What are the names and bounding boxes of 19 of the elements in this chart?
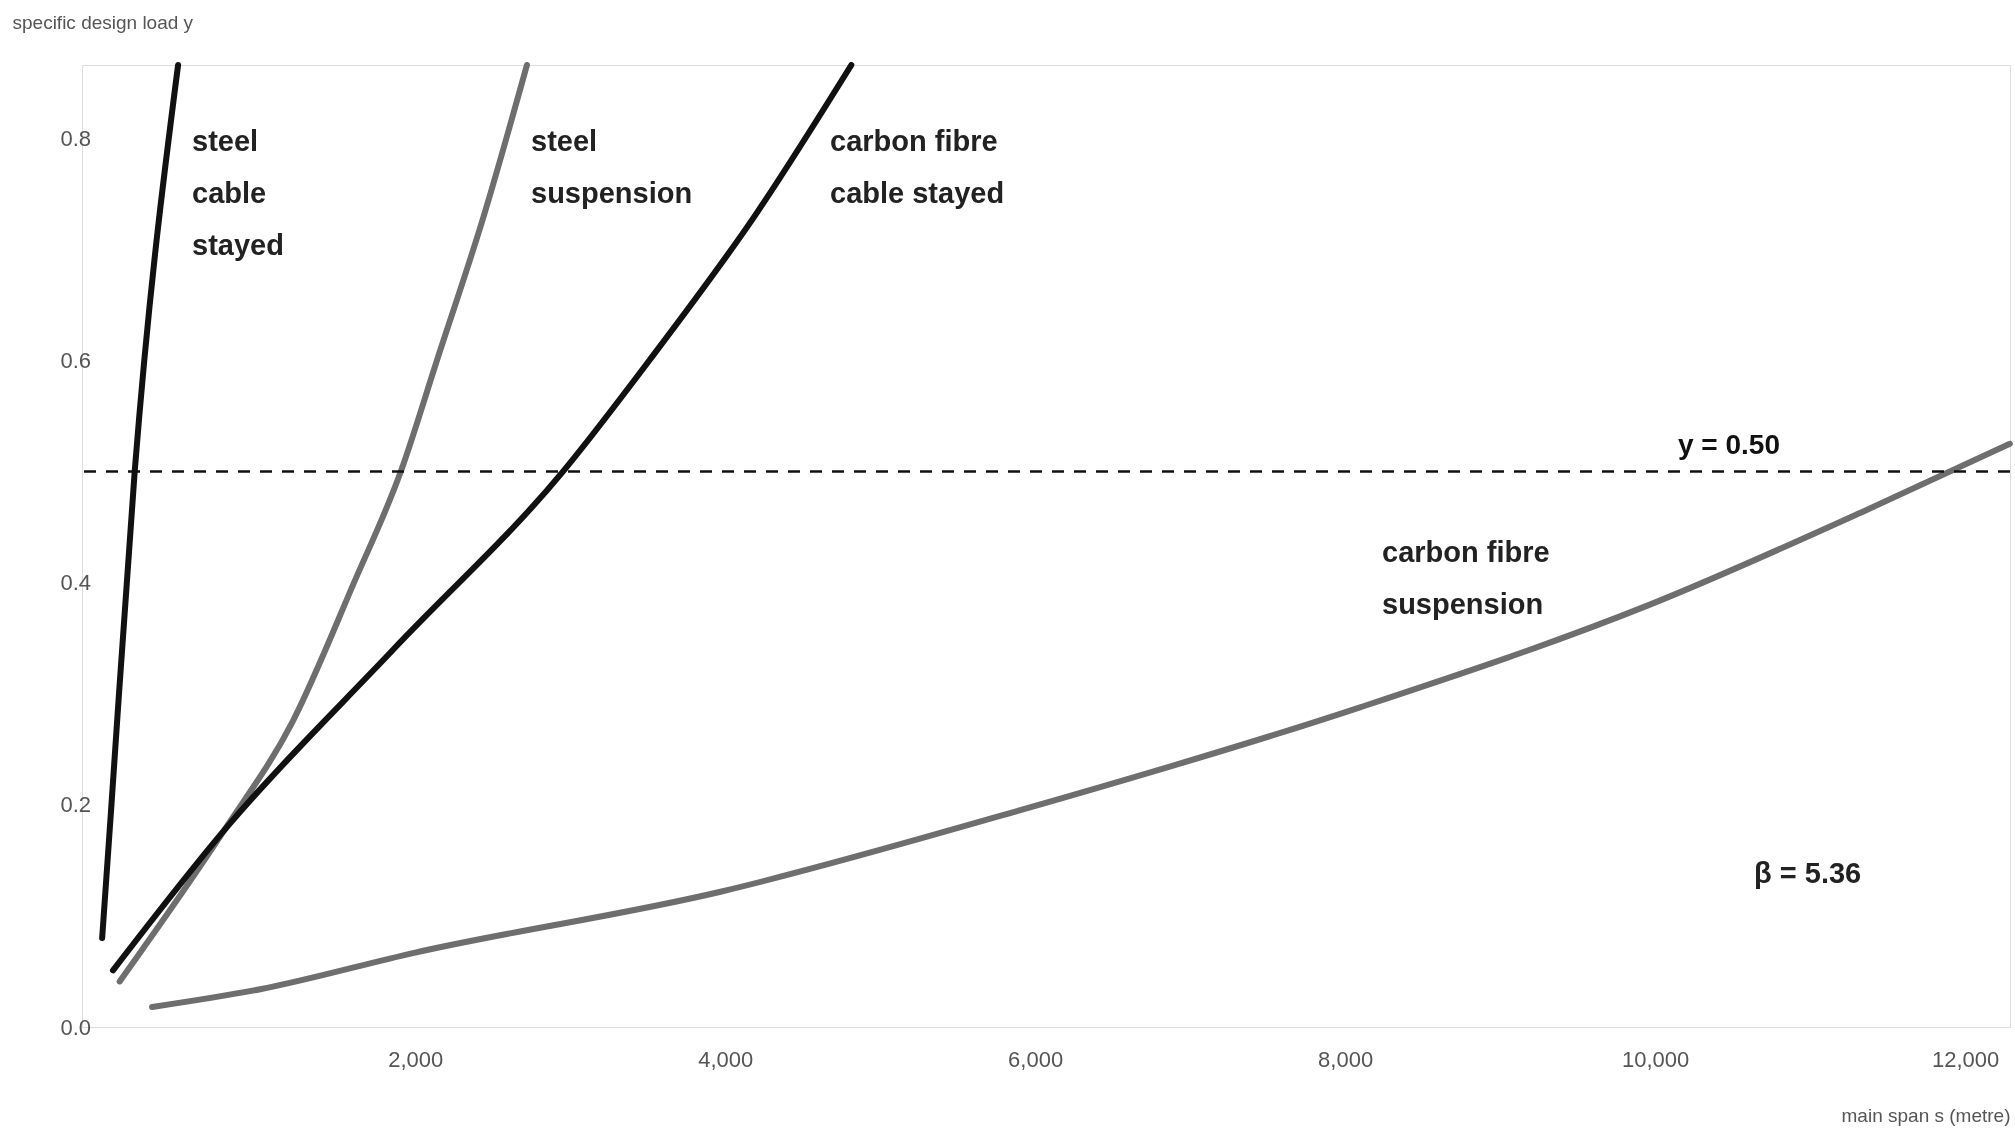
x-tick-label: 10,000 [1621, 1046, 1690, 1072]
y-tick-label: 0.4 [60, 570, 92, 596]
ref-line-label: y = 0.50 [1678, 428, 1780, 460]
x-tick-label: 4,000 [698, 1046, 754, 1072]
y-tick-label: 0.2 [60, 792, 92, 818]
x-axis-title: main span s (metre) [1841, 1104, 2011, 1126]
y-tick-label: 0.6 [60, 347, 92, 373]
x-tick-label: 6,000 [1008, 1046, 1064, 1072]
x-tick-label: 2,000 [388, 1046, 444, 1072]
y-tick-label: 0.0 [60, 1014, 92, 1040]
annotation: β = 5.36 [1754, 857, 1862, 889]
series-label: carbon fibre cable stayed [830, 125, 1005, 209]
y-tick-label: 0.8 [60, 125, 92, 151]
series-label: steel cable stayed [192, 125, 284, 261]
x-tick-label: 12,000 [1931, 1046, 2000, 1072]
y-axis-title: specific design load y [12, 11, 194, 33]
series-label: steel suspension [531, 125, 693, 209]
x-tick-label: 8,000 [1318, 1046, 1374, 1072]
series-label: carbon fibre suspension [1382, 536, 1550, 620]
